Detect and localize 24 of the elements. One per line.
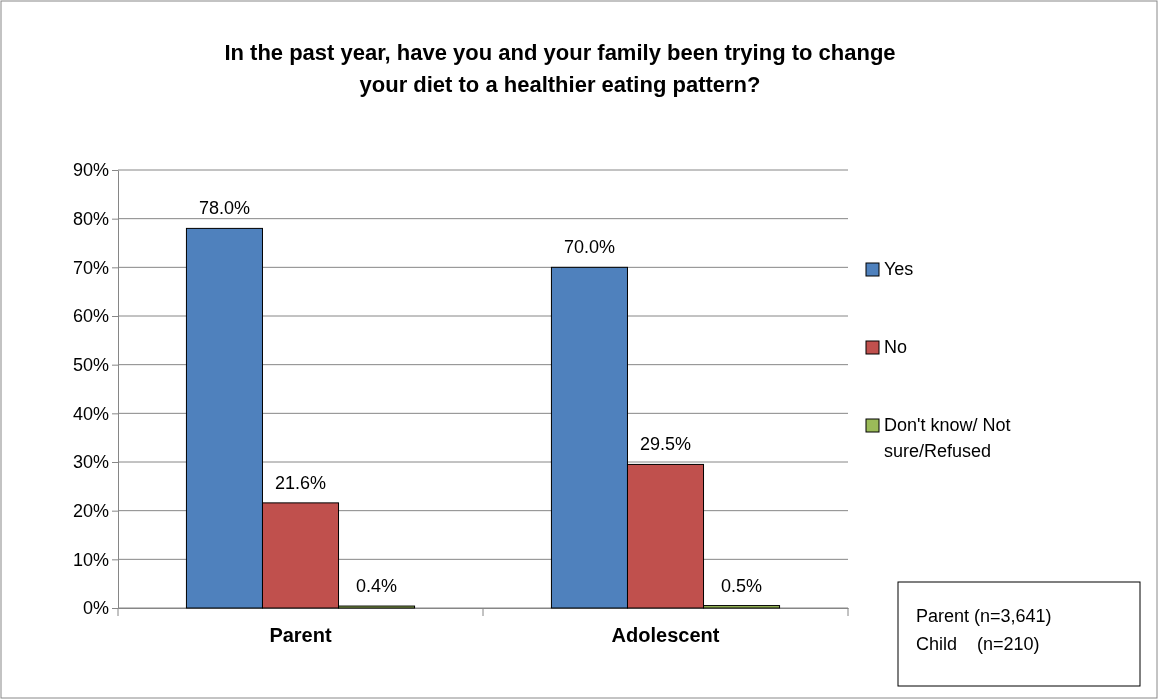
y-tick-label: 70% xyxy=(72,257,109,278)
y-tick-label: 0% xyxy=(82,598,109,619)
data-label: 29.5% xyxy=(639,434,692,455)
legend-label: Yes xyxy=(884,259,914,279)
data-label: 0.4% xyxy=(356,576,398,597)
text: Parent (n=3,641) xyxy=(916,606,1052,626)
data-label: 78.0% xyxy=(198,198,250,219)
legend-label: No xyxy=(884,337,908,357)
data-label: 21.6% xyxy=(274,472,327,493)
y-tick-label: 10% xyxy=(72,549,109,570)
y-tick-label: 50% xyxy=(72,354,109,375)
y-tick-label: 90% xyxy=(72,160,109,181)
chart-title: In the past year, have you and your family been trying to change your diet to a healthier eating pattern? xyxy=(224,40,896,97)
legend-label: Don't know/ Not sure/Refused xyxy=(884,415,1011,461)
data-label: 0.5% xyxy=(721,575,763,596)
x-tick-label: Parent xyxy=(269,624,332,646)
y-tick-label: 20% xyxy=(72,500,109,521)
y-tick-label: 80% xyxy=(72,208,109,229)
y-tick-label: 30% xyxy=(72,452,109,473)
y-tick-label: 40% xyxy=(72,403,109,424)
x-tick-label: Adolescent xyxy=(611,624,720,646)
y-tick-label: 60% xyxy=(72,306,109,327)
text: Child (n=210) xyxy=(916,634,1040,654)
data-label: 70.0% xyxy=(563,237,615,258)
